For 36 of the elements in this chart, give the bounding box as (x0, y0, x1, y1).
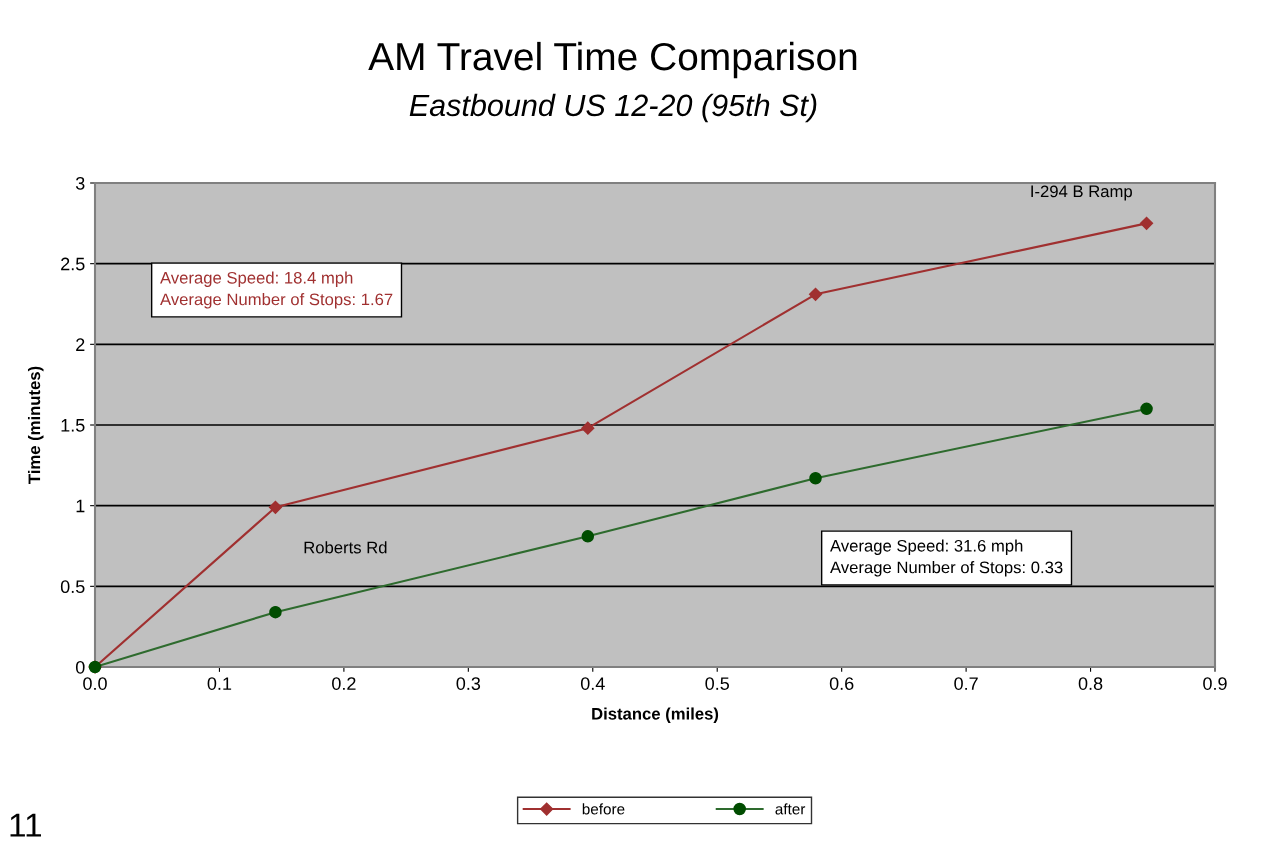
point (1140, 402, 1153, 416)
y-tick-label: 1.5 (61, 419, 85, 432)
y-tick-label: 1 (76, 499, 85, 513)
x-axis-title: Distance (miles) (592, 707, 719, 723)
chart-subtitle: Eastbound US 12-20 (95th St) (409, 93, 817, 123)
annotation: Average Speed: 18.4 mph Average Number of Stops: 1.67 (160, 271, 393, 309)
x-tick-label: 0.4 (580, 677, 605, 690)
x-tick-label: 0.6 (829, 677, 854, 690)
point (269, 605, 282, 619)
text: 11 (10, 813, 41, 837)
x-tick-label: 0.2 (332, 677, 356, 690)
point (809, 471, 822, 485)
y-tick-label: 2.5 (61, 257, 85, 271)
chart-title: AM Travel Time Comparison (368, 41, 857, 79)
y-tick-label: 0.5 (60, 580, 85, 594)
x-tick-label: 0.8 (1078, 677, 1103, 690)
annotation: Roberts Rd (304, 541, 387, 554)
point (581, 421, 595, 435)
x-tick-label: 0.9 (1203, 677, 1227, 690)
y-tick-label: 3 (75, 176, 85, 190)
y-tick-label: 2 (76, 338, 85, 351)
point (808, 287, 823, 301)
x-tick-label: 0.0 (83, 677, 107, 690)
annotation: Average Speed: 31.6 mph Average Number of Stops: 0.33 (830, 539, 1063, 577)
point (581, 530, 595, 543)
y-tick-label: 0 (75, 660, 85, 674)
y-axis-title: Time (minutes) (27, 366, 44, 484)
legend-label: before (582, 803, 625, 815)
legend-label: after (775, 803, 806, 815)
x-tick-label: 0.7 (954, 677, 978, 690)
x-tick-label: 0.5 (705, 677, 730, 690)
x-tick-label: 0.3 (456, 677, 481, 690)
point (1139, 216, 1154, 230)
annotation: I-294 B Ramp (1031, 185, 1132, 201)
x-tick-label: 0.1 (207, 677, 232, 690)
point (268, 500, 283, 514)
